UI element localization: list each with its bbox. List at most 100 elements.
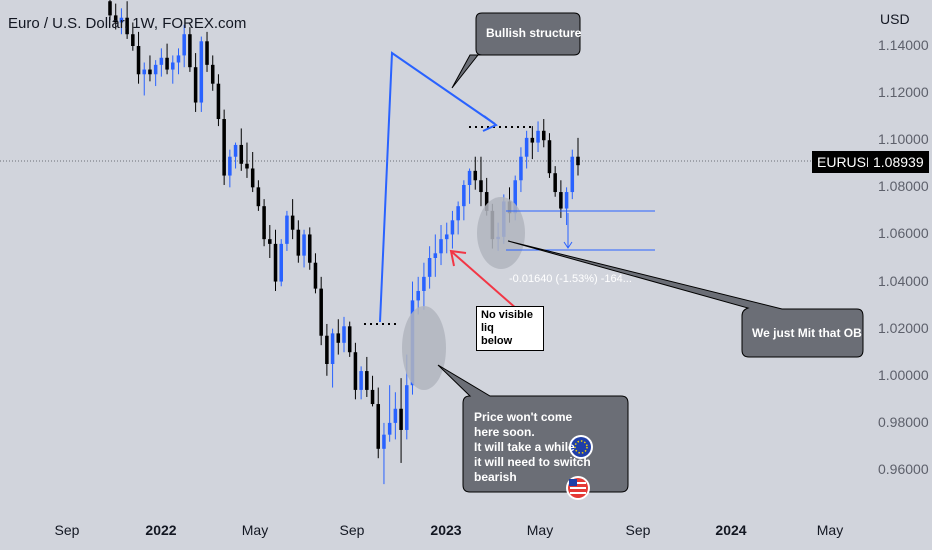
candle-body: [456, 206, 460, 221]
y-tick-label: 1.14000: [878, 37, 929, 53]
candle-body: [262, 206, 266, 240]
candle-body: [268, 239, 272, 244]
candle-body: [564, 192, 569, 209]
candle-body: [256, 187, 261, 207]
candle-body: [250, 168, 255, 188]
symbol-title: Euro / U.S. Dollar, 1W, FOREX.com: [8, 15, 247, 32]
price-wont-come-text: Price won't come here soon. It will take…: [474, 410, 624, 485]
liq-line-1: No visible liq: [481, 309, 533, 334]
callout-mit-bubble: [507, 240, 864, 358]
x-tick-label: Sep: [54, 522, 80, 538]
x-tick-label: 2024: [715, 522, 747, 538]
candle-body: [444, 234, 449, 240]
candle-body: [530, 137, 535, 143]
candle-body: [245, 163, 249, 169]
candle-body: [547, 140, 552, 174]
candle-body: [519, 156, 523, 181]
y-tick-label: 1.12000: [878, 84, 929, 101]
price-line-4: it will need to switch bearish: [474, 455, 591, 484]
candle-body: [433, 253, 438, 258]
candle-body: [467, 170, 472, 185]
candle-body: [153, 64, 158, 75]
mit-ob-label: We just Mit that OB: [752, 326, 862, 340]
no-liq-note: No visible liq below: [476, 306, 544, 351]
highlight-circle-right: [477, 197, 525, 269]
candle-body: [296, 229, 301, 256]
x-tick-label: May: [816, 522, 844, 538]
candle-body: [399, 408, 403, 430]
candle-body: [188, 34, 192, 68]
candle-body: [393, 408, 398, 423]
candle-body: [559, 192, 563, 209]
candle-body: [199, 41, 204, 103]
y-tick-label: 1.00000: [878, 366, 929, 383]
candle-body: [205, 41, 209, 65]
candle-body: [427, 258, 432, 277]
candle-body: [279, 243, 283, 282]
bullish-structure-label: Bullish structure: [486, 26, 582, 40]
y-tick-label: 1.06000: [878, 225, 929, 242]
candle-body: [182, 34, 186, 56]
candle-body: [273, 243, 278, 282]
candle-body: [576, 156, 580, 166]
symbol-tag: EURUSD: [812, 151, 882, 173]
currency-label: USD: [880, 11, 910, 27]
x-tick-label: Sep: [625, 522, 651, 538]
candle-body: [473, 170, 478, 181]
last-price-tag: 1.08939: [868, 151, 929, 173]
candle-body: [330, 333, 335, 364]
candle-body: [159, 57, 164, 65]
candle-body: [239, 144, 244, 164]
candle-body: [524, 137, 529, 157]
y-tick-label: 0.96000: [878, 461, 929, 477]
price-line-1: Price won't come: [474, 410, 573, 424]
price-line-2: here soon.: [474, 425, 535, 439]
candle-body: [347, 326, 352, 353]
us-flag-icon: [566, 476, 590, 500]
x-tick-label: May: [526, 522, 554, 538]
candle-body: [376, 404, 381, 449]
y-tick-label: 0.98000: [878, 413, 929, 430]
candle-body: [131, 34, 135, 46]
candle-body: [171, 62, 175, 70]
candle-body: [319, 288, 323, 336]
candle-body: [136, 46, 141, 75]
candle-body: [570, 156, 575, 193]
highlight-circle-left: [402, 306, 446, 390]
candle-body: [176, 55, 181, 63]
y-tick-label: 1.10000: [878, 131, 929, 148]
candle-body: [353, 352, 358, 390]
bullish-arrow-line: [379, 51, 496, 323]
candle-body: [513, 180, 517, 214]
candle-body: [462, 184, 466, 207]
candle-body: [302, 234, 306, 256]
candles-group: [108, 0, 580, 485]
measure-arrow-icon: [563, 241, 573, 249]
candle-body: [108, 1, 112, 16]
candle-body: [536, 130, 540, 143]
candle-body: [450, 220, 455, 235]
price-line-3: It will take a while: [474, 440, 575, 454]
candle-body: [422, 276, 426, 291]
candle-body: [193, 67, 198, 103]
candle-body: [405, 385, 409, 430]
candle-body: [307, 234, 312, 263]
liq-line-2: below: [481, 335, 513, 347]
x-tick-label: Sep: [339, 522, 365, 538]
candle-body: [484, 192, 489, 211]
x-tick-label: 2022: [145, 522, 177, 538]
candle-body: [165, 57, 169, 70]
candle-body: [416, 290, 420, 301]
candle-body: [342, 326, 346, 343]
candle-body: [233, 144, 238, 157]
arrow-head-icon: [482, 115, 498, 132]
candle-body: [336, 333, 341, 343]
measure-label: -0.01640 (-1.53%) -164...: [509, 273, 632, 285]
candle-body: [148, 69, 152, 75]
red-arrow-head-icon: [449, 249, 467, 267]
candle-body: [119, 17, 124, 23]
candle-body: [359, 371, 363, 390]
candle-body: [125, 17, 129, 35]
candle-body: [113, 15, 118, 23]
